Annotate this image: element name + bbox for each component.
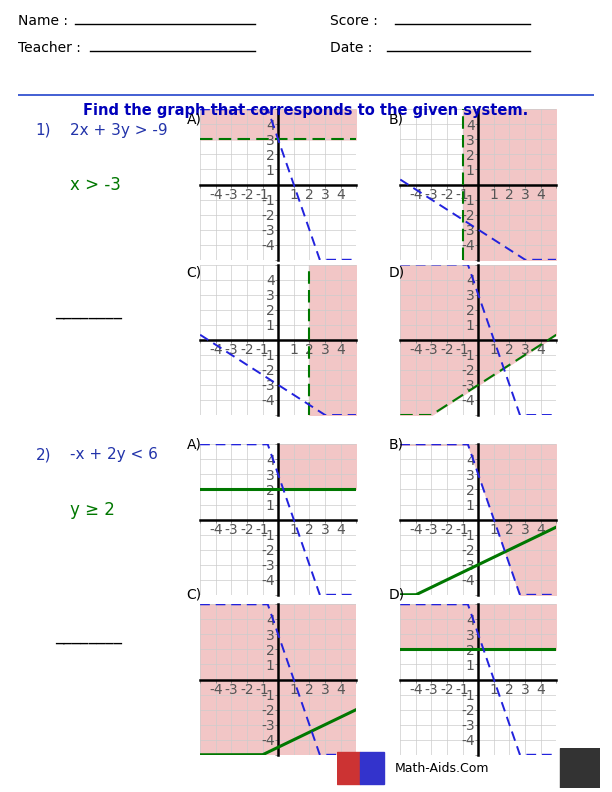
Bar [360, 752, 384, 784]
Text: 2x + 3y > -9: 2x + 3y > -9 [70, 123, 168, 138]
Bar [561, 748, 600, 788]
Text: 2): 2) [35, 447, 51, 463]
Text: ________: ________ [55, 626, 122, 644]
Text: C): C) [187, 265, 202, 280]
Text: 1): 1) [35, 123, 51, 138]
Text: x > -3: x > -3 [70, 176, 121, 194]
Text: B): B) [389, 112, 404, 127]
Text: Teacher :: Teacher : [18, 41, 81, 55]
Text: y ≥ 2: y ≥ 2 [70, 501, 115, 519]
Text: Math-Aids.Com: Math-Aids.Com [395, 762, 489, 775]
Text: C): C) [187, 588, 202, 602]
Text: B): B) [389, 437, 404, 451]
Text: Score :: Score : [330, 14, 378, 28]
Text: D): D) [389, 265, 405, 280]
Text: D): D) [389, 588, 405, 602]
Text: A): A) [187, 112, 201, 127]
Text: -x + 2y < 6: -x + 2y < 6 [70, 447, 159, 463]
Text: Name :: Name : [18, 14, 68, 28]
Text: A): A) [187, 437, 201, 451]
Text: Date :: Date : [330, 41, 372, 55]
Text: Find the graph that corresponds to the given system.: Find the graph that corresponds to the g… [83, 103, 529, 118]
Text: ________: ________ [55, 301, 122, 319]
Bar [337, 752, 360, 784]
